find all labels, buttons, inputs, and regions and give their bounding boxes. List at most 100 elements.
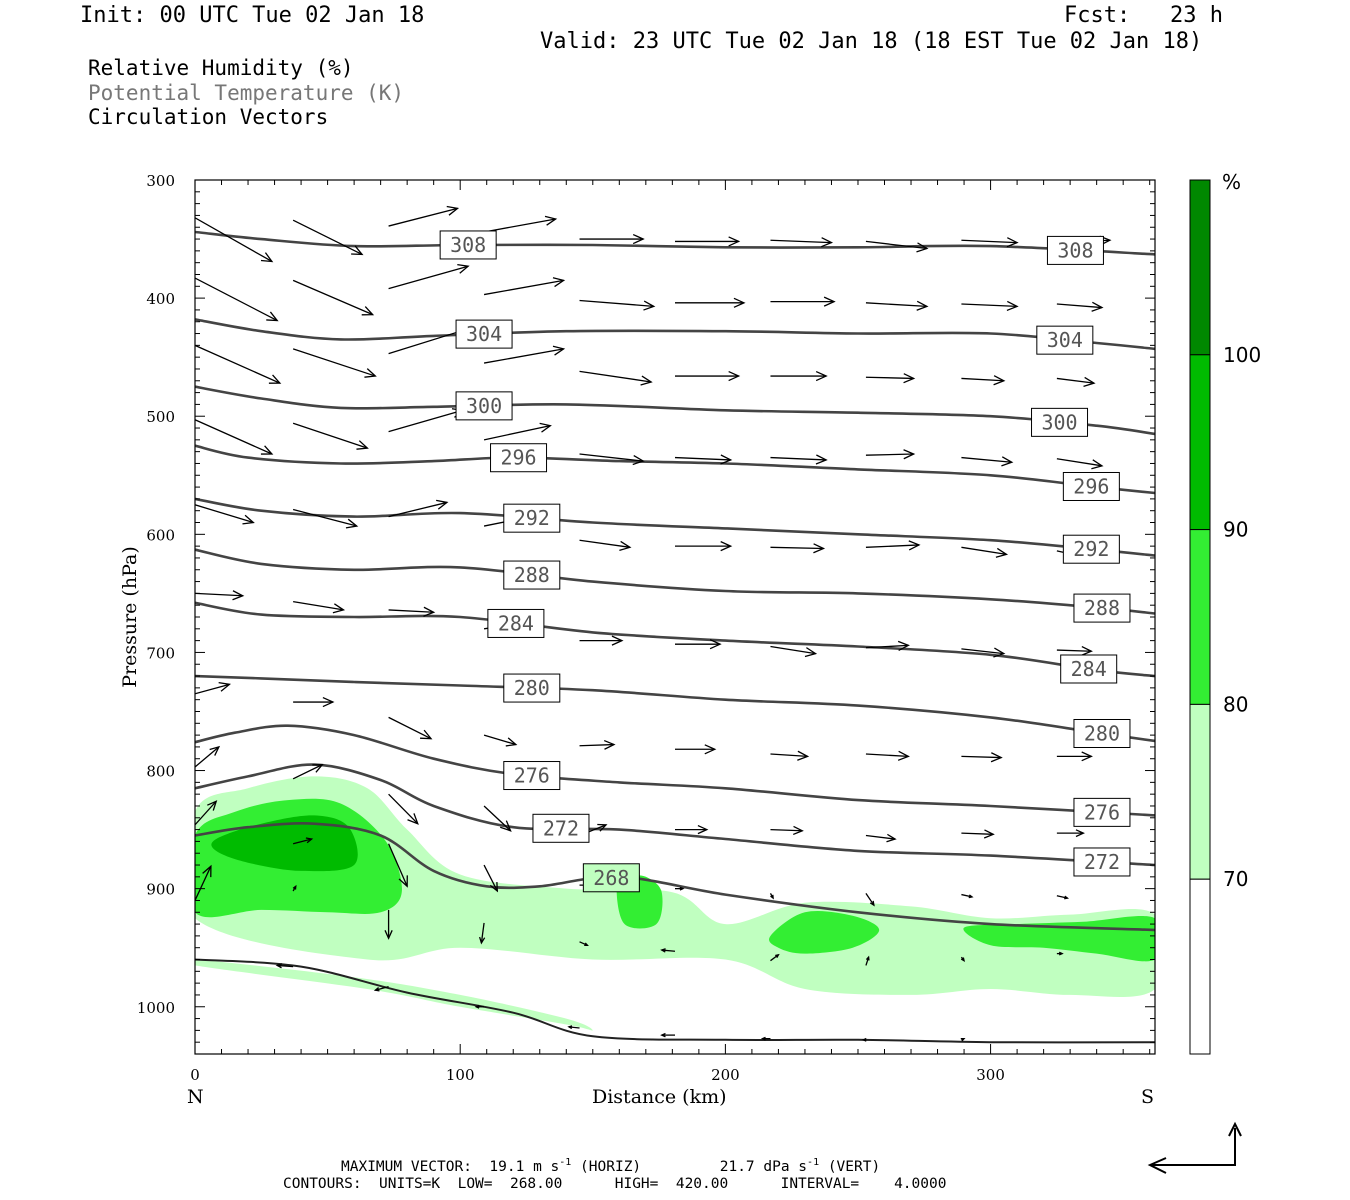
isentrope-label-text: 308 xyxy=(450,233,486,257)
x-tick-label: 200 xyxy=(711,1066,740,1084)
vector-shaft-96 xyxy=(770,954,779,962)
vector-102 xyxy=(474,1004,485,1009)
vector-shaft-30 xyxy=(195,419,273,455)
isentrope-label-box xyxy=(1073,593,1131,623)
vector-59 xyxy=(1056,645,1093,656)
vector-head-55 xyxy=(709,639,722,650)
vector-head-102 xyxy=(474,1004,480,1009)
vector-head-51 xyxy=(332,603,346,614)
isentrope-label-300-0: 300 xyxy=(455,391,513,421)
vector-46 xyxy=(770,543,826,554)
south-label: S xyxy=(1141,1086,1155,1108)
legend-theta: Potential Temperature (K) xyxy=(88,81,405,105)
vector-87 xyxy=(865,893,875,907)
y-tick-label: 500 xyxy=(146,408,175,426)
colorbar-label: 90 xyxy=(1223,518,1248,542)
vector-head-68 xyxy=(990,752,1003,763)
vector-20 xyxy=(195,344,282,384)
vector-head-11 xyxy=(361,306,375,316)
vector-shaft-90 xyxy=(195,865,212,901)
y-tick-label: 800 xyxy=(146,763,175,781)
vector-90 xyxy=(195,864,212,901)
vector-shaft-52 xyxy=(388,609,434,613)
vector-69 xyxy=(1056,751,1093,762)
vector-shaft-31 xyxy=(292,422,368,449)
vector-shaft-68 xyxy=(961,755,1002,759)
vector-head-39 xyxy=(1091,459,1104,470)
vector-shaft-62 xyxy=(388,716,432,740)
vector-shaft-28 xyxy=(961,377,1004,382)
vector-60 xyxy=(195,681,232,695)
vector-head-71 xyxy=(312,763,324,773)
isentrope-288 xyxy=(195,548,1155,615)
rh-region-70-1 xyxy=(195,959,593,1031)
isentrope-label-text: 296 xyxy=(1073,474,1109,498)
isentrope-label-text: 268 xyxy=(593,866,629,890)
vector-92 xyxy=(384,909,393,940)
vector-18 xyxy=(961,300,1019,312)
vector-shaft-83 xyxy=(483,864,498,892)
vector-head-107 xyxy=(960,1037,966,1042)
vector-head-24 xyxy=(640,375,653,386)
vector-head-74 xyxy=(597,823,608,832)
vector-shaft-103 xyxy=(568,1026,580,1029)
y-tick-label: 900 xyxy=(146,881,175,899)
vector-68 xyxy=(961,752,1003,763)
isentrope-label-text: 292 xyxy=(1073,537,1109,561)
vector-head-92 xyxy=(384,930,393,940)
isentrope-label-288-1: 288 xyxy=(1073,593,1131,623)
max-vector-line: MAXIMUM VECTOR: 19.1 m s-1 (HORIZ) 21.7 … xyxy=(341,1157,880,1175)
vector-71 xyxy=(292,763,324,780)
y-axis-label: Pressure (hPa) xyxy=(119,546,141,688)
y-tick-label: 1000 xyxy=(137,999,175,1017)
vector-shaft-81 xyxy=(292,838,312,845)
vector-head-21 xyxy=(364,368,377,378)
vector-head-98 xyxy=(960,957,966,962)
vector-shaft-6 xyxy=(770,239,832,244)
vector-shaft-0 xyxy=(195,217,273,263)
vector-head-4 xyxy=(632,233,645,245)
vector-head-77 xyxy=(886,833,897,843)
vector-head-45 xyxy=(720,541,733,552)
isentrope-label-text: 272 xyxy=(543,816,579,840)
isentrope-268 xyxy=(195,822,1155,932)
vector-shaft-41 xyxy=(292,508,357,527)
vector-shaft-71 xyxy=(292,764,323,780)
vector-head-104 xyxy=(660,1032,666,1038)
vector-shaft-2 xyxy=(388,207,458,227)
reference-vector-icon xyxy=(1147,1121,1242,1174)
isentrope-label-text: 276 xyxy=(514,764,550,788)
vector-shaft-40 xyxy=(195,504,254,524)
vector-89 xyxy=(1056,895,1070,900)
rh-shading xyxy=(195,776,1155,1031)
isentrope-296 xyxy=(195,444,1155,495)
vector-head-8 xyxy=(1006,237,1019,248)
isentrope-label-box xyxy=(487,608,545,638)
vector-head-19 xyxy=(1091,301,1104,312)
vector-head-41 xyxy=(345,518,359,529)
vector-76 xyxy=(770,825,804,836)
vector-head-65 xyxy=(704,744,717,755)
vector-61 xyxy=(293,696,335,708)
max-vector-horiz: 19.1 m s xyxy=(489,1158,560,1175)
vector-91 xyxy=(292,884,297,892)
vector-37 xyxy=(865,449,916,460)
vector-52 xyxy=(388,606,436,617)
vector-shaft-34 xyxy=(579,453,644,462)
vector-30 xyxy=(195,419,274,455)
vector-head-26 xyxy=(815,370,828,382)
colorbar-segment-2 xyxy=(1189,529,1211,705)
vector-head-86 xyxy=(770,894,774,900)
isentrope-label-280-1: 280 xyxy=(1073,718,1131,748)
vector-31 xyxy=(292,422,369,450)
vector-shaft-42 xyxy=(388,501,448,518)
isentrope-label-292-0: 292 xyxy=(503,503,561,533)
vector-38 xyxy=(961,456,1014,467)
vector-shaft-37 xyxy=(865,453,914,456)
vector-shaft-12 xyxy=(388,265,469,290)
surface-pressure-line xyxy=(195,958,1155,1044)
vector-shaft-87 xyxy=(865,893,875,906)
vector-head-23 xyxy=(552,345,566,356)
isentrope-284 xyxy=(195,601,1155,678)
vector-shaft-72 xyxy=(388,793,419,825)
